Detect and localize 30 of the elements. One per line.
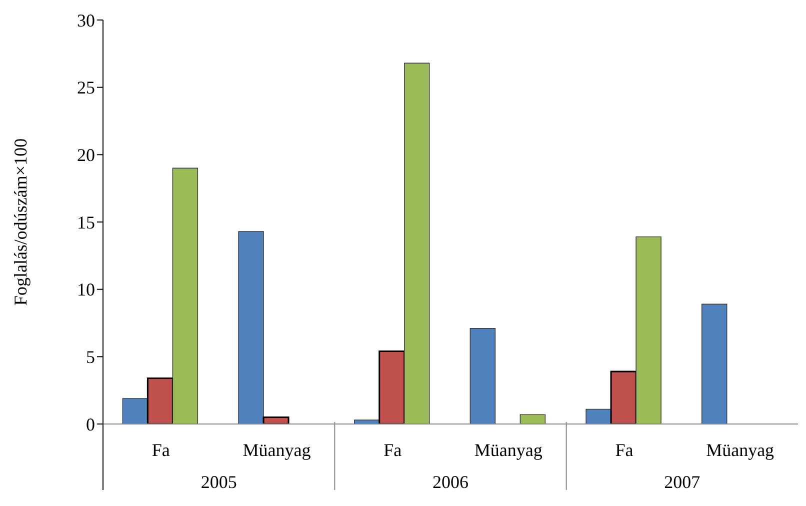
bar (610, 370, 637, 424)
bar (470, 328, 496, 424)
y-tick-label: 15 (77, 212, 95, 232)
y-tick-label: 20 (77, 145, 95, 166)
x-tick-label: Müanyag (706, 440, 774, 460)
bar (122, 398, 148, 424)
text: 2005 (200, 472, 237, 492)
y-tick-label: 10 (77, 280, 95, 300)
bar (378, 350, 406, 424)
text: 2006 (432, 472, 468, 492)
bar (636, 236, 662, 424)
bar (172, 168, 198, 424)
bar (586, 408, 612, 424)
x-tick-label: Müanyag (474, 440, 542, 460)
y-tick-label: 5 (86, 347, 95, 368)
x-tick-label: Fa (384, 440, 402, 460)
y-tick-label: 0 (86, 414, 95, 434)
y-tick-label: 30 (77, 10, 95, 30)
x-tick-label: Müanyag (242, 440, 311, 460)
x-tick-label: Fa (615, 440, 634, 460)
y-axis-title: Foglalás/odúszám×100 (10, 138, 30, 306)
bar (702, 304, 728, 424)
y-tick-label: 25 (77, 78, 95, 98)
x-tick-label: Fa (152, 440, 170, 460)
bar (146, 377, 174, 424)
text: 2007 (664, 472, 700, 492)
bar (238, 231, 264, 424)
bar (262, 416, 290, 424)
bar (404, 62, 430, 424)
bar (520, 414, 546, 424)
